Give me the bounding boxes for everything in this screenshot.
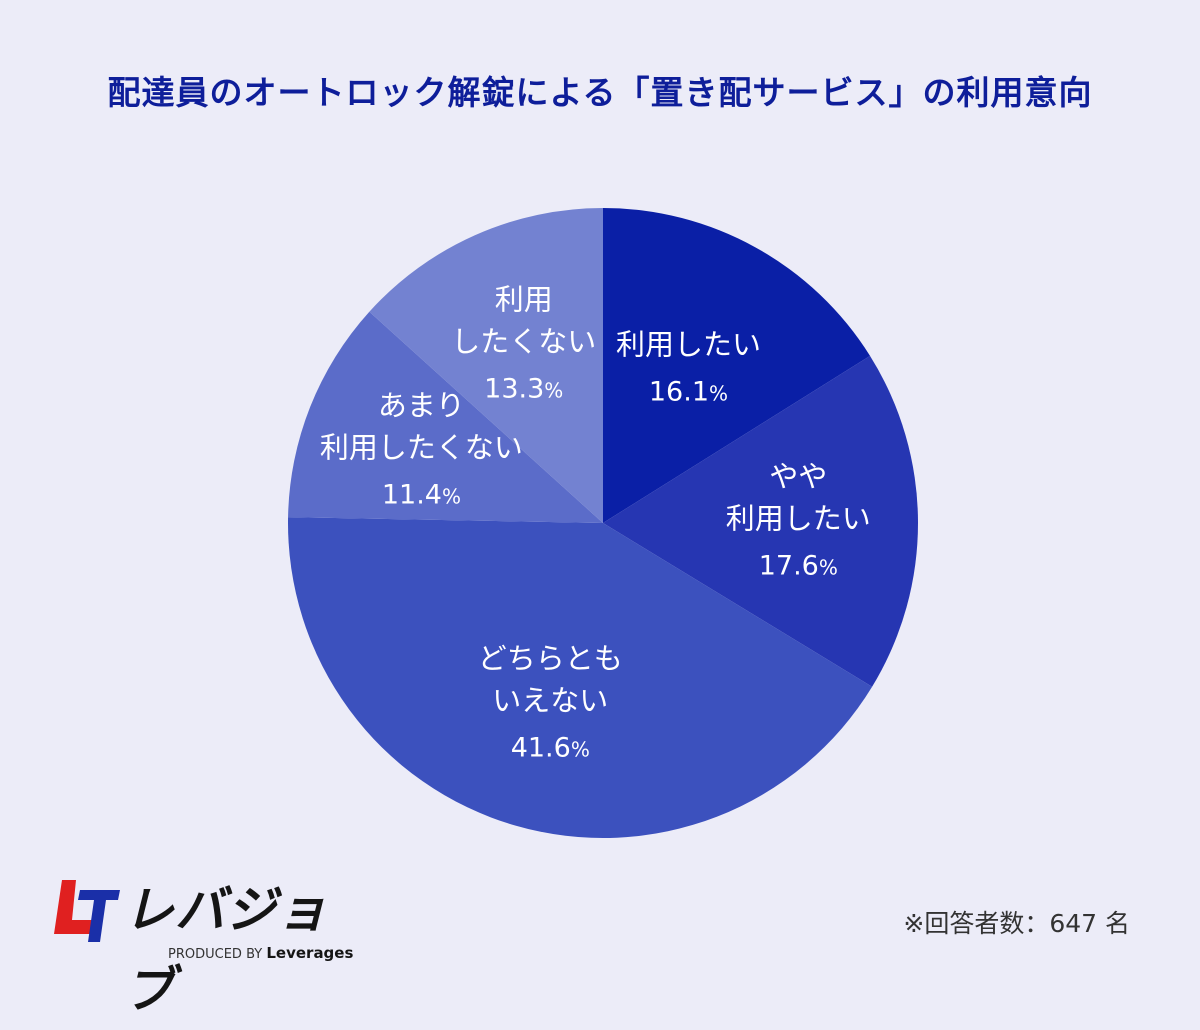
slice-category-4-0: 利用 <box>494 282 553 316</box>
slice-category-1-0: やや <box>769 459 828 494</box>
slice-value-number-1: 17.6 <box>758 550 819 582</box>
slice-value-3: 11.4% <box>320 475 523 518</box>
slice-category-1-1: 利用したい <box>725 501 871 536</box>
slice-label-0: 利用したい 16.1% <box>616 323 761 414</box>
pie-slice-2 <box>287 517 873 839</box>
pie-slice-0 <box>603 208 871 523</box>
respondent-count-note: ※回答者数：647 名 <box>903 909 1130 938</box>
slice-value-unit-0: % <box>709 381 729 406</box>
slice-value-unit-3: % <box>441 484 461 509</box>
produced-by-brand: Leverages <box>266 944 354 962</box>
slice-label-4: 利用したくない 13.3% <box>451 278 596 411</box>
slice-category-4-1: したくない <box>451 324 597 358</box>
slice-category-2-0: どちらとも <box>477 641 623 676</box>
slice-category-3-0: あまり <box>377 388 465 423</box>
logo-produced-by: PRODUCED BY Leverages <box>168 944 353 962</box>
slice-label-2: どちらともいえない 41.6% <box>478 638 623 771</box>
slice-value-0: 16.1% <box>616 371 761 414</box>
produced-by-text: PRODUCED BY <box>168 947 263 962</box>
logo-mark-icon <box>54 880 120 942</box>
slice-value-2: 41.6% <box>478 728 623 771</box>
brand-logo: レバジョブ PRODUCED BY Leverages <box>54 870 364 1019</box>
chart-title: 配達員のオートロック解錠による「置き配サービス」の利用意向 <box>107 73 1093 112</box>
slice-value-number-0: 16.1 <box>648 376 710 408</box>
pie-slice-4 <box>369 207 603 523</box>
slice-value-4: 13.3% <box>451 368 596 411</box>
slice-value-number-3: 11.4 <box>381 479 442 511</box>
slice-category-0-0: 利用したい <box>615 327 761 362</box>
pie-slice-3 <box>288 311 603 523</box>
slice-value-unit-4: % <box>544 378 564 402</box>
slice-category-3-1: 利用したくない <box>319 430 523 465</box>
slice-value-number-2: 41.6 <box>510 732 571 764</box>
slice-category-2-1: いえない <box>492 683 609 718</box>
slice-value-unit-1: % <box>818 555 838 580</box>
slice-value-number-4: 13.3 <box>484 373 545 404</box>
slice-value-unit-2: % <box>570 737 590 762</box>
slice-label-1: やや利用したい 17.6% <box>726 455 871 588</box>
logo-wordmark: レバジョブ <box>124 881 328 1019</box>
pie-slice-1 <box>603 355 919 687</box>
slice-label-3: あまり利用したくない 11.4% <box>320 385 523 518</box>
slice-value-1: 17.6% <box>726 545 871 588</box>
